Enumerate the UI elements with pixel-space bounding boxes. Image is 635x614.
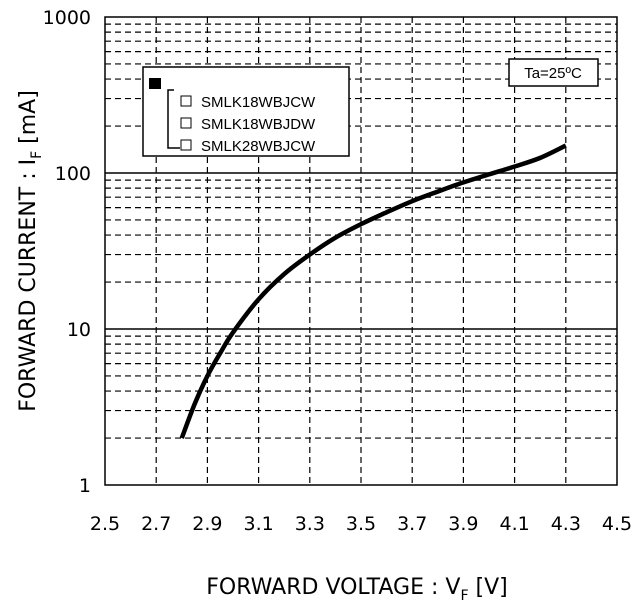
y-tick-labels: 1 10 100 1000 — [43, 7, 91, 497]
x-tick-labels: 2.5 2.7 2.9 3.1 3.3 3.5 3.7 3.9 4.1 4.3 4.5 — [90, 513, 632, 535]
x-tick-label: 2.5 — [90, 513, 120, 535]
y-tick-label: 1000 — [43, 7, 91, 29]
legend-entry-1: SMLK18WBJCW — [201, 94, 316, 111]
x-axis-title: FORWARD VOLTAGE : VF [V] — [206, 575, 507, 604]
legend-box — [142, 66, 350, 157]
x-tick-label: 2.7 — [141, 513, 171, 535]
major-gridlines — [105, 172, 617, 330]
x-tick-label: 4.3 — [551, 513, 581, 535]
x-tick-label: 3.1 — [243, 513, 273, 535]
x-tick-label: 3.3 — [295, 513, 325, 535]
temperature-annotation: Ta=25ºC — [508, 58, 599, 87]
y-tick-label: 10 — [67, 319, 91, 341]
legend: SMLK18WBJCW SMLK18WBJDW SMLK28WBJCW — [142, 66, 350, 157]
x-tick-label: 2.9 — [192, 513, 222, 535]
legend-entry-3: SMLK28WBJCW — [201, 138, 316, 155]
plot-area-frame — [104, 16, 618, 486]
series-line — [179, 143, 567, 439]
y-axis-title: FORWARD CURRENT : IF [mA] — [16, 90, 45, 412]
legend-bracket — [167, 89, 180, 149]
x-tick-label: 3.9 — [448, 513, 478, 535]
legend-marker-1 — [180, 95, 192, 107]
legend-marker-3 — [180, 139, 192, 151]
legend-marker-2 — [180, 117, 192, 129]
y-tick-label: 1 — [79, 475, 91, 497]
legend-group-marker — [149, 78, 161, 89]
y-tick-label: 100 — [55, 163, 91, 185]
annotation-text: Ta=25ºC — [524, 65, 582, 82]
x-tick-label: 3.5 — [346, 513, 376, 535]
x-tick-label: 4.1 — [499, 513, 529, 535]
annotation-box — [508, 58, 599, 87]
legend-entry-2: SMLK18WBJDW — [201, 116, 316, 133]
x-tick-label: 3.7 — [397, 513, 427, 535]
x-tick-label: 4.5 — [602, 513, 632, 535]
